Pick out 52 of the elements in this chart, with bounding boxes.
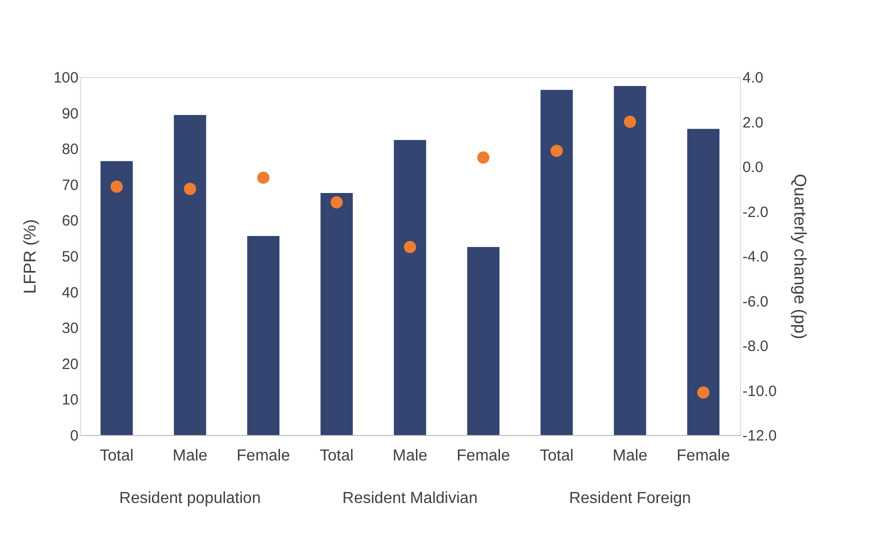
text: Resident population	[119, 490, 261, 507]
x-tick-label: Female	[456, 448, 510, 464]
y2-axis-title: Quarterly change (pp)	[790, 174, 810, 340]
bar	[614, 86, 646, 435]
y2-tick-label: -10.0	[742, 382, 777, 400]
y-tick-label: 10	[62, 392, 78, 409]
y-tick-label: 80	[62, 141, 78, 158]
bar	[394, 140, 426, 435]
y2-tick-label: -12.0	[742, 428, 777, 444]
x-tick-label: Male	[392, 448, 428, 464]
y2-tick-label: 0.0	[742, 159, 764, 176]
point	[404, 240, 416, 254]
y-axis-title: LFPR (%)	[20, 219, 40, 294]
text: Resident Maldivian	[342, 490, 478, 507]
point	[257, 172, 270, 184]
y-tick-label: 100	[53, 70, 78, 86]
point	[697, 386, 710, 399]
y2-tick-label: -4.0	[742, 248, 768, 266]
y2-tick-label: -2.0	[742, 204, 768, 221]
x-tick-label: Total	[100, 448, 134, 464]
y-tick-label: 50	[62, 248, 78, 266]
y-tick-label: 40	[62, 284, 78, 302]
bar	[467, 247, 500, 435]
x-tick-label: Female	[676, 448, 730, 464]
y-tick-label: 90	[62, 105, 78, 122]
point	[110, 180, 123, 193]
point	[184, 182, 196, 195]
x-tick-label: Male	[172, 448, 208, 464]
y2-tick-label: -8.0	[742, 338, 768, 355]
bar	[100, 161, 133, 435]
x-tick-label: Female	[236, 448, 290, 464]
x-tick-label: Total	[540, 448, 574, 464]
point	[330, 196, 343, 208]
y-tick-label: 60	[62, 212, 78, 230]
x-tick-label: Male	[612, 448, 648, 464]
y2-tick-label: 2.0	[742, 114, 764, 132]
point	[624, 116, 636, 128]
y-tick-label: 30	[62, 320, 78, 338]
point	[550, 144, 563, 157]
y-tick-label: 0	[70, 428, 78, 444]
bar	[540, 90, 573, 435]
text: Resident Foreign	[569, 490, 691, 507]
bar	[247, 236, 280, 435]
y-tick-label: 20	[62, 356, 78, 373]
x-tick-label: Total	[320, 448, 354, 464]
y2-tick-label: 4.0	[742, 70, 764, 86]
bar	[174, 114, 206, 435]
y2-tick-label: -6.0	[742, 293, 768, 310]
bar	[687, 128, 720, 435]
y-tick-label: 70	[62, 176, 78, 194]
bar	[320, 192, 353, 435]
point	[477, 151, 490, 164]
